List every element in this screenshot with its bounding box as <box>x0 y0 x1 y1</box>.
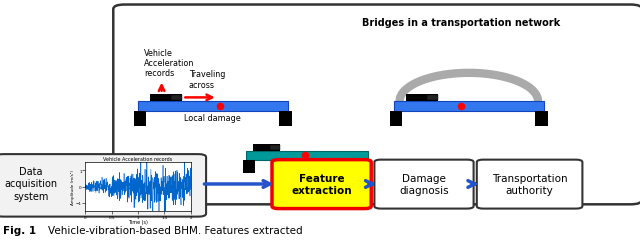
Bar <box>280 111 292 126</box>
FancyBboxPatch shape <box>477 160 582 209</box>
Bar <box>134 111 146 126</box>
Bar <box>390 111 402 126</box>
Bar <box>253 145 280 151</box>
Bar <box>138 102 288 111</box>
Bar <box>243 160 255 173</box>
FancyBboxPatch shape <box>113 6 640 204</box>
Bar <box>270 146 280 150</box>
Text: Bridges in a transportation network: Bridges in a transportation network <box>362 18 560 28</box>
Text: Local damage: Local damage <box>184 114 241 123</box>
Y-axis label: Amplitude (m/s²): Amplitude (m/s²) <box>71 170 75 204</box>
Title: Vehicle Acceleration records: Vehicle Acceleration records <box>103 156 173 162</box>
Text: Damage
diagnosis: Damage diagnosis <box>399 174 449 195</box>
FancyBboxPatch shape <box>374 160 474 209</box>
Bar <box>171 95 182 101</box>
Bar <box>360 160 372 173</box>
Bar <box>406 94 438 102</box>
FancyBboxPatch shape <box>272 160 371 209</box>
Bar <box>394 102 544 111</box>
Text: Traveling
across: Traveling across <box>189 70 225 89</box>
X-axis label: Time (s): Time (s) <box>128 220 148 224</box>
Text: Vehicle-vibration-based BHM. Features extracted: Vehicle-vibration-based BHM. Features ex… <box>48 225 303 235</box>
Bar <box>536 111 548 126</box>
Text: Fig. 1: Fig. 1 <box>3 225 36 235</box>
FancyBboxPatch shape <box>0 154 206 217</box>
Bar <box>427 95 438 101</box>
Bar <box>246 151 368 160</box>
Text: Vehicle
Acceleration
records: Vehicle Acceleration records <box>144 48 195 78</box>
Text: Feature
extraction: Feature extraction <box>291 174 352 195</box>
Text: Data
acquisition
system: Data acquisition system <box>4 166 58 202</box>
Text: Transportation
authority: Transportation authority <box>492 174 568 195</box>
Bar <box>150 94 182 102</box>
